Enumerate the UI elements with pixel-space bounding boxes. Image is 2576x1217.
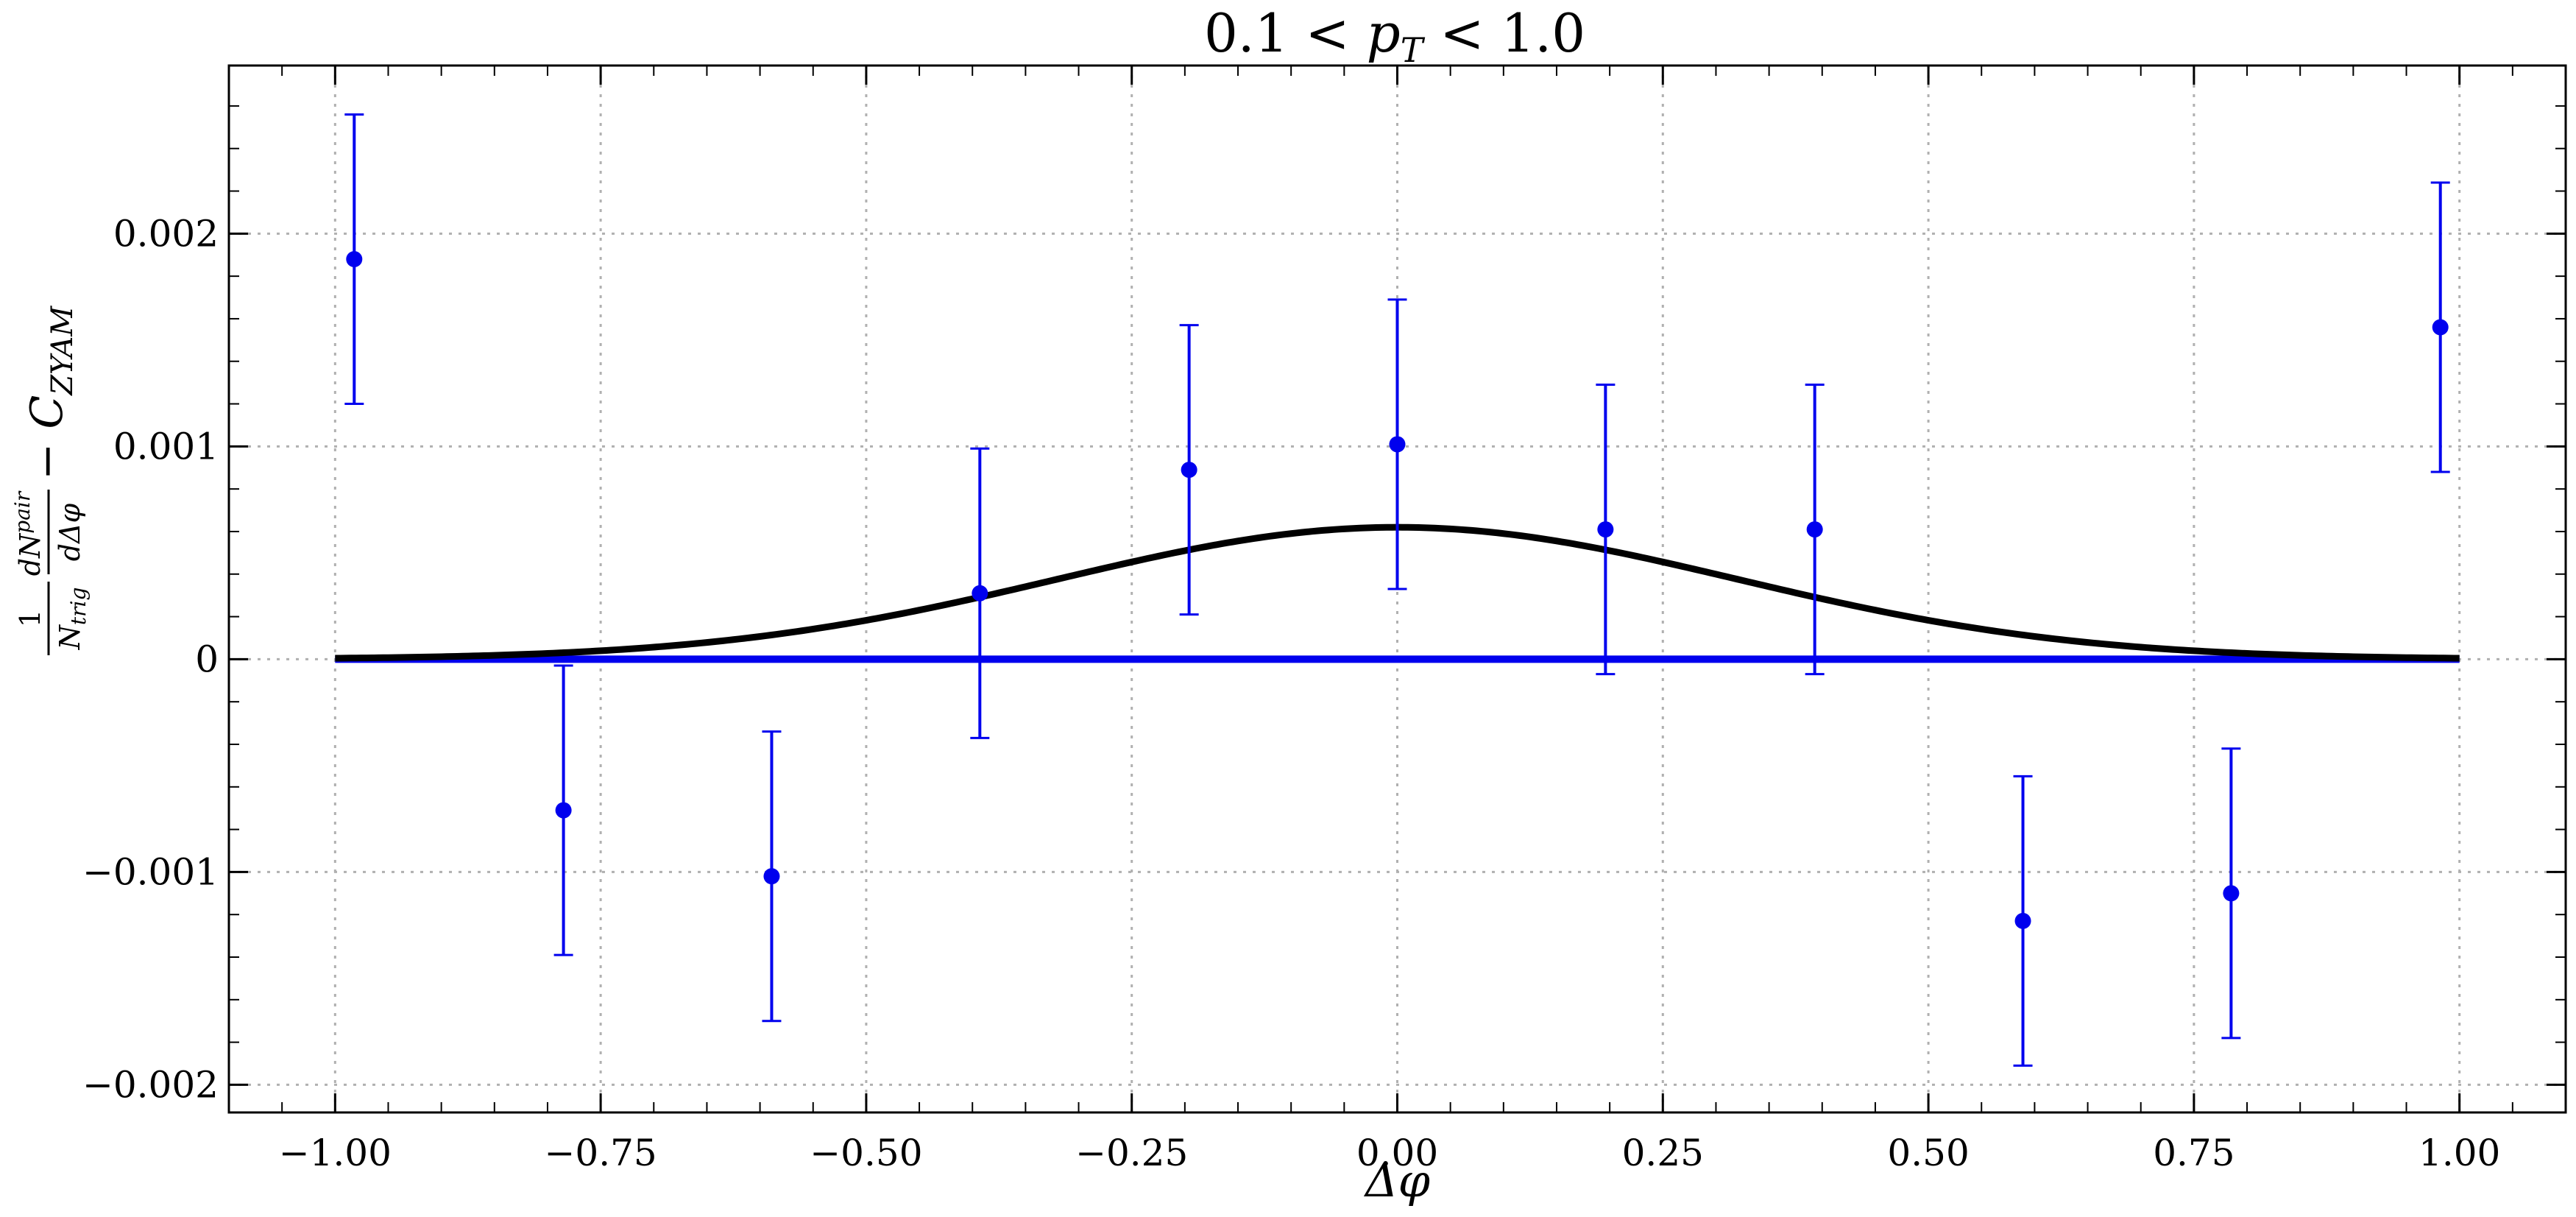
- y-tick-label: 0: [195, 638, 219, 680]
- x-tick-label: 0.75: [2153, 1132, 2234, 1174]
- data-series: [335, 113, 2460, 1067]
- svg-text:dNpair: dNpair: [10, 490, 46, 576]
- data-point: [555, 802, 572, 819]
- y-axis-label: 1 Ntrig dNpair dΔφ − CZYAM: [10, 306, 91, 655]
- x-axis-ticks: −1.00 −0.75 −0.50 −0.25 0.00 0.25 0.50 0.75 1.00: [228, 66, 2566, 1174]
- y-axis-ticks: −0.002 −0.001 0 0.001 0.002: [82, 105, 2566, 1106]
- data-point: [1806, 521, 1823, 538]
- y-tick-label: −0.001: [82, 850, 219, 893]
- x-tick-label: −0.75: [544, 1132, 657, 1174]
- data-point: [2223, 885, 2240, 902]
- y-tick-label: −0.002: [82, 1063, 219, 1106]
- data-point: [346, 251, 363, 268]
- svg-text:1: 1: [14, 610, 46, 627]
- x-tick-label: 1.00: [2418, 1132, 2500, 1174]
- x-tick-label: −1.00: [279, 1132, 392, 1174]
- y-tick-label: 0.001: [113, 425, 219, 468]
- svg-text:Ntrig: Ntrig: [54, 588, 91, 651]
- data-point: [1389, 436, 1406, 453]
- x-tick-label: −0.50: [810, 1132, 922, 1174]
- data-point: [2014, 912, 2031, 929]
- data-point: [1181, 462, 1197, 479]
- svg-text:dΔφ: dΔφ: [54, 503, 86, 561]
- x-tick-label: 0.00: [1356, 1132, 1438, 1174]
- data-point: [2432, 319, 2449, 336]
- data-point: [763, 868, 780, 885]
- svg-text:− CZYAM: − CZYAM: [21, 306, 79, 480]
- data-point: [972, 585, 988, 602]
- x-tick-label: −0.25: [1075, 1132, 1188, 1174]
- x-axis-label: Δφ: [1364, 1154, 1431, 1207]
- x-tick-label: 0.25: [1622, 1132, 1704, 1174]
- y-tick-label: 0.002: [113, 212, 219, 255]
- plot-frame: [227, 64, 2567, 1114]
- data-point: [1597, 521, 1614, 538]
- x-tick-label: 0.50: [1887, 1132, 1969, 1174]
- chart-title: 0.1 < pT < 1.0: [1204, 2, 1585, 70]
